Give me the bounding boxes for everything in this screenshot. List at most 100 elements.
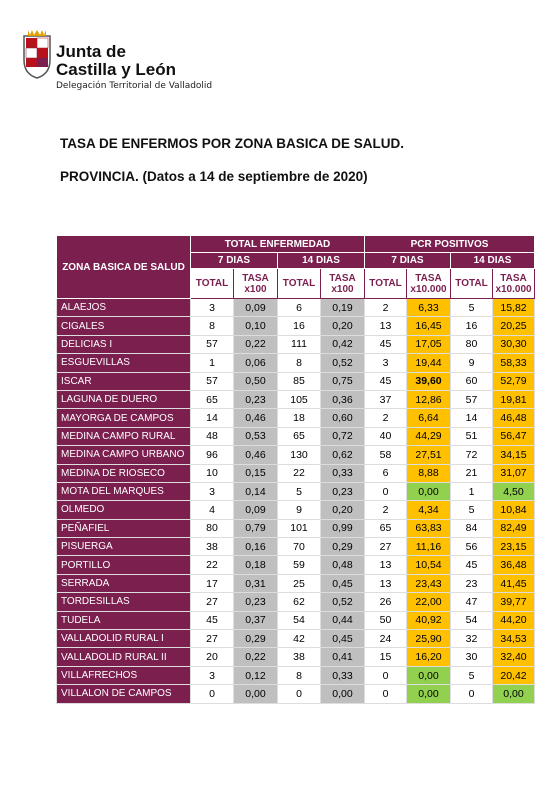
cell: 0,09 — [233, 297, 278, 318]
period-header: 14 DIAS — [449, 252, 536, 269]
delegation: Delegación Territorial de Valladolid — [56, 81, 213, 91]
column-header: TASA x10.000 — [491, 268, 536, 299]
cell: 1 — [450, 481, 493, 502]
cell: 0,00 — [491, 684, 536, 704]
cell: 27 — [190, 592, 234, 612]
cell: 9 — [277, 500, 321, 520]
cell: 0,15 — [233, 463, 278, 483]
zone-name: SERRADA — [56, 573, 191, 594]
cell: 0,10 — [233, 316, 278, 336]
cell: 0,29 — [233, 629, 278, 649]
cell: 32 — [450, 629, 493, 649]
cell: 57 — [190, 371, 234, 391]
cell: 0,48 — [320, 555, 365, 575]
cell: 27 — [190, 629, 234, 649]
cell: 19,44 — [406, 353, 451, 373]
cell: 11,16 — [406, 537, 451, 557]
column-header: TOTAL — [277, 268, 321, 299]
cell: 46,48 — [491, 408, 536, 428]
data-row: ISCAR 57 0,50 85 0,75 45 39,60 60 52,79 — [56, 371, 536, 391]
cell: 63,83 — [406, 518, 451, 539]
cell: 42 — [277, 629, 321, 649]
cell: 0,22 — [233, 647, 278, 667]
cell: 3 — [190, 481, 234, 502]
cell: 0,00 — [406, 684, 451, 704]
cell: 2 — [364, 408, 407, 428]
cell: 8 — [277, 353, 321, 373]
cell: 23,43 — [406, 573, 451, 594]
zone-name: LAGUNA DE DUERO — [56, 389, 191, 410]
column-header: TOTAL — [190, 268, 234, 299]
data-row: MEDINA CAMPO RURAL 48 0,53 65 0,72 40 44,29 51 5… — [56, 426, 536, 447]
cell: 70 — [277, 537, 321, 557]
cell: 0,23 — [233, 389, 278, 410]
cell: 26 — [364, 592, 407, 612]
cell: 96 — [190, 445, 234, 465]
data-row: TUDELA 45 0,37 54 0,44 50 40,92 54 44,20 — [56, 610, 536, 631]
cell: 48 — [190, 426, 234, 447]
zone-name: MAYORGA DE CAMPOS — [56, 408, 191, 428]
cell: 0,99 — [320, 518, 365, 539]
cell: 44,20 — [491, 610, 536, 631]
subtitle: PROVINCIA. (Datos a 14 de septiembre de … — [60, 169, 368, 184]
cell: 3 — [364, 353, 407, 373]
column-header: TOTAL — [364, 268, 407, 299]
cell: 14 — [190, 408, 234, 428]
zone-name: VILLALON DE CAMPOS — [56, 684, 191, 704]
cell: 85 — [277, 371, 321, 391]
zone-name: CIGALES — [56, 316, 191, 336]
cell: 0,62 — [320, 445, 365, 465]
data-row: VALLADOLID RURAL II 20 0,22 38 0,41 15 16,20 30… — [56, 647, 536, 667]
cell: 60 — [450, 371, 493, 391]
cell: 27,51 — [406, 445, 451, 465]
data-row: OLMEDO 4 0,09 9 0,20 2 4,34 5 10,84 — [56, 500, 536, 520]
cell: 38 — [190, 537, 234, 557]
cell: 16,20 — [406, 647, 451, 667]
cell: 0,72 — [320, 426, 365, 447]
column-header: TASA x100 — [233, 268, 278, 299]
cell: 6 — [364, 463, 407, 483]
cell: 44,29 — [406, 426, 451, 447]
cell: 45 — [450, 555, 493, 575]
cell: 0,45 — [320, 629, 365, 649]
cell: 0,00 — [320, 684, 365, 704]
cell: 40 — [364, 426, 407, 447]
cell: 3 — [190, 665, 234, 686]
zone-name: ISCAR — [56, 371, 191, 391]
zone-name: TUDELA — [56, 610, 191, 631]
data-row: MOTA DEL MARQUES 3 0,14 5 0,23 0 0,00 1 4,50 — [56, 481, 536, 502]
cell: 0,53 — [233, 426, 278, 447]
cell: 20 — [190, 647, 234, 667]
cell: 65 — [190, 389, 234, 410]
cell: 30,30 — [491, 334, 536, 355]
cell: 0,37 — [233, 610, 278, 631]
cell: 57 — [190, 334, 234, 355]
cell: 8 — [190, 316, 234, 336]
cell: 0,20 — [320, 316, 365, 336]
cell: 3 — [190, 297, 234, 318]
zone-name: PORTILLO — [56, 555, 191, 575]
cell: 5 — [450, 665, 493, 686]
cell: 56 — [450, 537, 493, 557]
data-row: LAGUNA DE DUERO 65 0,23 105 0,36 37 12,86 57 19,… — [56, 389, 536, 410]
data-row: ESGUEVILLAS 1 0,06 8 0,52 3 19,44 9 58,33 — [56, 353, 536, 373]
cell: 15 — [364, 647, 407, 667]
cell: 0,42 — [320, 334, 365, 355]
cell: 10 — [190, 463, 234, 483]
cell: 31,07 — [491, 463, 536, 483]
cell: 1 — [190, 353, 234, 373]
cell: 59 — [277, 555, 321, 575]
data-row: TORDESILLAS 27 0,23 62 0,52 26 22,00 47 39,77 — [56, 592, 536, 612]
cell: 65 — [277, 426, 321, 447]
cell: 4,34 — [406, 500, 451, 520]
logo-shield — [23, 30, 51, 79]
cell: 0,22 — [233, 334, 278, 355]
cell: 51 — [450, 426, 493, 447]
cell: 4,50 — [491, 481, 536, 502]
cell: 2 — [364, 500, 407, 520]
cell: 17,05 — [406, 334, 451, 355]
data-row: PORTILLO 22 0,18 59 0,48 13 10,54 45 36,48 — [56, 555, 536, 575]
cell: 36,48 — [491, 555, 536, 575]
cell: 10,84 — [491, 500, 536, 520]
zone-name: PEÑAFIEL — [56, 518, 191, 539]
